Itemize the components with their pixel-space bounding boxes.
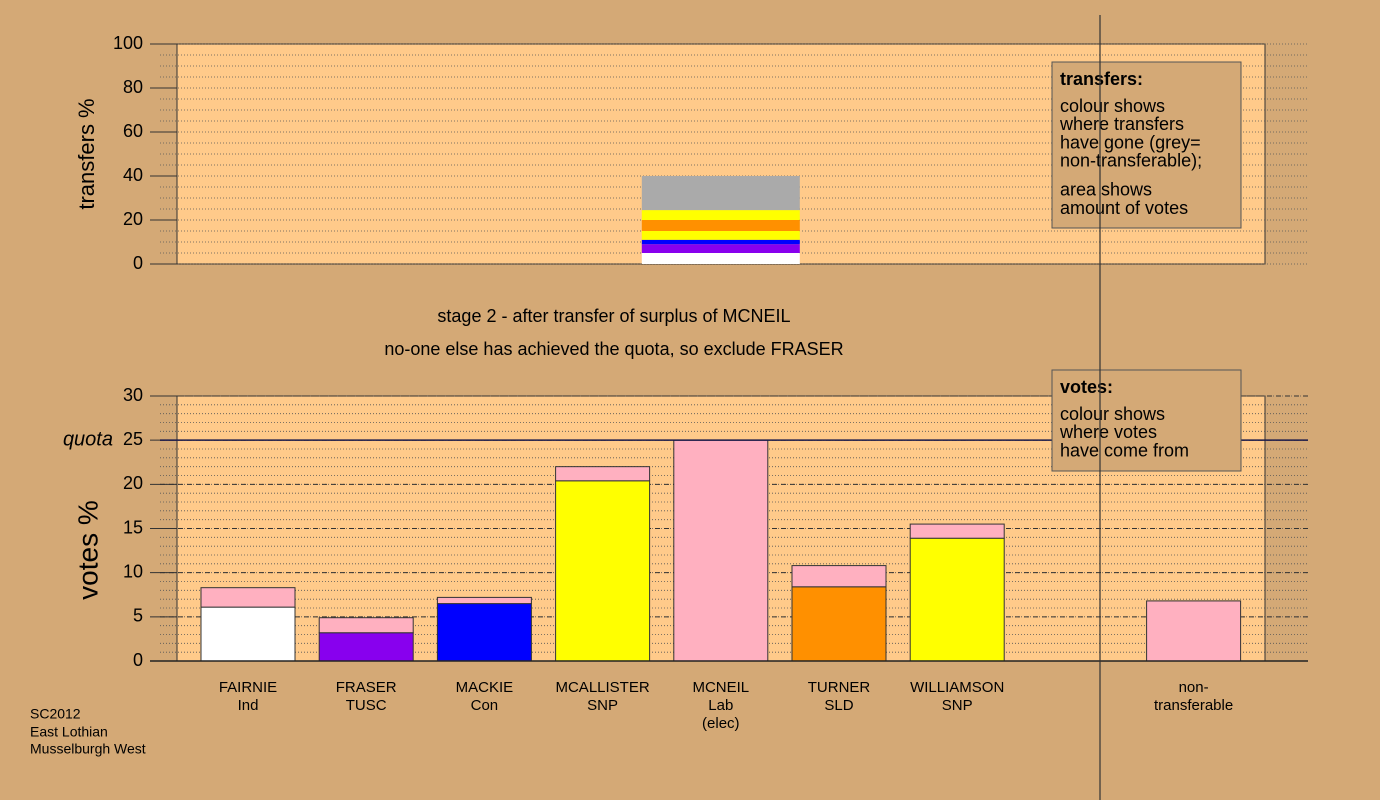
y-tick-label: 20 xyxy=(123,209,143,229)
legend-text: have come from xyxy=(1060,440,1189,460)
bar-segment xyxy=(909,523,1005,539)
bar-segment xyxy=(641,244,800,253)
bar-segment xyxy=(555,480,651,662)
bar-segment xyxy=(791,565,887,588)
x-tick-label: TUSC xyxy=(346,697,387,714)
x-tick-label: MCALLISTER xyxy=(555,679,649,696)
legend-box xyxy=(1051,369,1242,472)
y-tick-label: 15 xyxy=(123,517,143,537)
y-tick-label: 0 xyxy=(133,650,143,670)
bar-segment xyxy=(791,586,887,662)
bar-segment xyxy=(318,617,414,634)
x-tick-label: SNP xyxy=(942,697,973,714)
y-tick-label: 40 xyxy=(123,165,143,185)
bar-segment xyxy=(641,253,800,264)
y-tick-label: 60 xyxy=(123,121,143,141)
bar-segment xyxy=(641,239,800,245)
bar-segment xyxy=(200,587,296,608)
x-tick-label: Lab xyxy=(708,697,733,714)
y-tick-label: 5 xyxy=(133,606,143,626)
bar-segment xyxy=(318,632,414,662)
bar-segment xyxy=(200,606,296,662)
bar-segment xyxy=(673,439,769,662)
y-tick-label: 0 xyxy=(133,253,143,273)
footer: East Lothian xyxy=(30,724,108,740)
bar-segment xyxy=(909,537,1005,662)
legend-text: colour shows xyxy=(1060,404,1165,424)
x-tick-label: SNP xyxy=(587,697,618,714)
bar-segment xyxy=(641,220,800,231)
bar-segment xyxy=(436,596,532,605)
x-tick-label: MACKIE xyxy=(456,679,514,696)
x-tick-label: (elec) xyxy=(702,715,740,732)
x-tick-label: FAIRNIE xyxy=(219,679,277,696)
bar-segment xyxy=(641,176,800,211)
legend-text: have gone (grey= xyxy=(1060,132,1201,152)
y-tick-label: 10 xyxy=(123,561,143,581)
legend-text: where votes xyxy=(1059,422,1157,442)
y-tick-label: 20 xyxy=(123,473,143,493)
x-tick-label: transferable xyxy=(1154,697,1233,714)
legend-title: votes: xyxy=(1060,377,1113,397)
legend-text: non-transferable); xyxy=(1060,151,1202,171)
footer: SC2012 xyxy=(30,706,81,722)
bar-segment xyxy=(641,231,800,240)
legend-text: area shows xyxy=(1060,179,1152,199)
legend-text: amount of votes xyxy=(1060,198,1188,218)
x-tick-label: MCNEIL xyxy=(692,679,749,696)
quota-label: quota xyxy=(63,428,113,450)
x-tick-label: non- xyxy=(1179,679,1209,696)
x-tick-label: TURNER xyxy=(808,679,871,696)
x-tick-label: SLD xyxy=(824,697,853,714)
bar-segment xyxy=(555,466,651,482)
x-tick-label: Con xyxy=(471,697,499,714)
x-tick-label: WILLIAMSON xyxy=(910,679,1004,696)
legend-text: colour shows xyxy=(1060,96,1165,116)
y-tick-label: 80 xyxy=(123,77,143,97)
bar-segment xyxy=(1146,600,1242,662)
bar-segment xyxy=(436,603,532,662)
y-tick-label: 25 xyxy=(123,429,143,449)
legend-box xyxy=(1051,61,1242,229)
x-tick-label: Ind xyxy=(238,697,259,714)
y-axis-label: votes % xyxy=(72,500,103,600)
legend-text: where transfers xyxy=(1059,114,1184,134)
x-tick-label: FRASER xyxy=(336,679,397,696)
stage-text: no-one else has achieved the quota, so e… xyxy=(384,339,843,359)
y-tick-label: 30 xyxy=(123,385,143,405)
y-tick-label: 100 xyxy=(113,33,143,53)
footer: Musselburgh West xyxy=(30,741,146,757)
y-axis-label: transfers % xyxy=(74,98,99,209)
stage-text: stage 2 - after transfer of surplus of M… xyxy=(437,306,790,326)
legend-title: transfers: xyxy=(1060,69,1143,89)
bar-segment xyxy=(641,210,800,220)
